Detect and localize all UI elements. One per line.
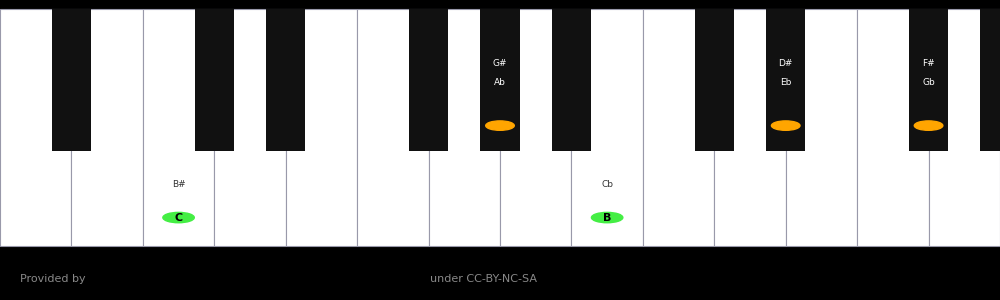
Ellipse shape xyxy=(591,212,623,223)
Ellipse shape xyxy=(771,121,800,130)
Ellipse shape xyxy=(486,121,514,130)
Bar xyxy=(766,9,805,151)
Bar xyxy=(857,9,929,246)
Bar xyxy=(714,9,786,246)
Ellipse shape xyxy=(163,212,194,223)
Bar xyxy=(214,9,286,246)
Bar xyxy=(266,9,305,151)
Text: B: B xyxy=(603,213,611,223)
Text: D#: D# xyxy=(779,58,793,68)
Bar xyxy=(409,9,448,151)
Bar xyxy=(480,9,520,151)
Text: G#: G# xyxy=(493,58,507,68)
Bar xyxy=(571,9,643,246)
Bar xyxy=(909,9,948,151)
Bar xyxy=(195,9,234,151)
Bar xyxy=(929,9,1000,246)
Bar xyxy=(429,9,500,246)
Text: C: C xyxy=(175,213,183,223)
Bar xyxy=(643,9,714,246)
Text: Cb: Cb xyxy=(601,180,613,189)
Bar xyxy=(357,9,429,246)
Bar xyxy=(695,9,734,151)
Bar xyxy=(980,9,1000,151)
Bar xyxy=(286,9,357,246)
Bar xyxy=(786,9,857,246)
Bar xyxy=(500,9,571,246)
Bar xyxy=(0,9,71,246)
Text: Provided by: Provided by xyxy=(20,274,86,284)
Text: Ab: Ab xyxy=(494,78,506,87)
Bar xyxy=(143,9,214,246)
Bar xyxy=(552,9,591,151)
Text: Eb: Eb xyxy=(780,78,791,87)
Bar xyxy=(71,9,143,246)
Text: Gb: Gb xyxy=(922,78,935,87)
Ellipse shape xyxy=(914,121,943,130)
Text: F#: F# xyxy=(922,58,935,68)
Bar xyxy=(52,9,91,151)
Text: B#: B# xyxy=(172,180,185,189)
Text: under CC-BY-NC-SA: under CC-BY-NC-SA xyxy=(430,274,537,284)
